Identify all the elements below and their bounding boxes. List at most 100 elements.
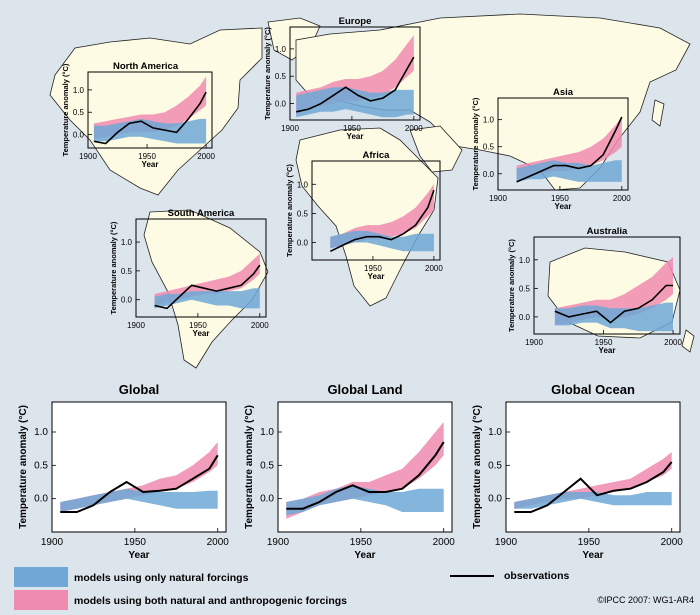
natural-band: [60, 488, 218, 512]
y-tick-label: 0.0: [121, 296, 133, 305]
y-tick-label: 1.0: [488, 427, 502, 438]
x-axis-label: Year: [193, 329, 210, 338]
x-axis-label: Year: [582, 550, 603, 561]
x-tick-label: 2000: [197, 152, 215, 161]
y-axis-label: Temperature anomaly (°C): [61, 63, 70, 156]
x-tick-label: 2000: [664, 338, 682, 347]
x-tick-label: 2000: [251, 321, 269, 330]
plot-frame: [497, 97, 629, 191]
chart-europe: 0.0 0.5 1.0 1900 1950 2000 Year Temperature ano…: [263, 16, 423, 141]
y-tick-label: 0.0: [488, 494, 502, 505]
observations-line: [554, 284, 673, 324]
y-tick-label: 0.0: [519, 313, 531, 322]
x-tick-label: 1950: [343, 124, 361, 133]
copyright-text: ©IPCC 2007: WG1-AR4: [597, 595, 694, 605]
x-tick-label: 2000: [425, 264, 443, 273]
x-tick-label: 1900: [79, 152, 97, 161]
x-axis-label: Year: [599, 346, 616, 355]
legend-anthro-swatch: [14, 590, 68, 610]
y-tick-label: 0.0: [260, 494, 274, 505]
plot-frame: [135, 218, 267, 318]
chart-title: Global: [119, 382, 159, 397]
plot-frame: [533, 236, 681, 335]
y-tick-label: 0.5: [34, 460, 48, 471]
chart-title: Europe: [339, 16, 372, 27]
x-tick-label: 1900: [495, 537, 518, 548]
landmass-arabia: [409, 125, 463, 173]
observations-line: [296, 56, 415, 113]
chart-north-america: 0.0 0.5 1.0 1900 1950 2000 Year Temperature ano…: [61, 61, 216, 169]
x-axis-label: Year: [142, 160, 159, 169]
natural-band: [296, 87, 414, 118]
x-tick-label: 2000: [207, 537, 230, 548]
y-tick-label: 0.0: [34, 494, 48, 505]
chart-australia: 0.0 0.5 1.0 1900 1950 2000 Year Temperature ano…: [507, 226, 682, 355]
y-tick-label: 0.5: [488, 460, 502, 471]
y-tick-label: 0.0: [483, 170, 495, 179]
chart-title: South America: [168, 208, 235, 219]
y-tick-label: 0.5: [73, 108, 85, 117]
x-tick-label: 1950: [189, 321, 207, 330]
legend: models using only natural forcings model…: [14, 567, 694, 610]
y-axis-label: Temperature anomaly (°C): [472, 405, 483, 529]
y-axis-label: Temperature anomaly (°C): [18, 405, 29, 529]
natural-band: [554, 302, 673, 332]
chart-title: Global Land: [327, 382, 402, 397]
x-tick-label: 1900: [41, 537, 64, 548]
chart-south-america: 0.0 0.5 1.0 1900 1950 2000 Year Temperature ano…: [109, 208, 269, 338]
x-tick-label: 2000: [433, 537, 456, 548]
y-tick-label: 1.0: [519, 256, 531, 265]
landmass-japan: [651, 99, 665, 127]
plot-frame: [311, 160, 441, 261]
natural-band: [516, 160, 622, 182]
y-tick-label: 1.0: [73, 86, 85, 95]
y-axis-label: Temperature anomaly (°C): [263, 27, 272, 120]
observations-line: [329, 189, 435, 253]
x-tick-label: 1950: [124, 537, 147, 548]
y-tick-label: 1.0: [121, 238, 133, 247]
plot-frame: [289, 26, 421, 121]
x-tick-label: 1950: [578, 537, 601, 548]
observations-line: [286, 441, 445, 510]
observations-line: [93, 91, 207, 145]
y-tick-label: 1.0: [260, 427, 274, 438]
x-tick-label: 1900: [489, 194, 507, 203]
x-tick-label: 2000: [661, 537, 684, 548]
natural-band: [154, 288, 260, 309]
x-tick-label: 2000: [405, 124, 423, 133]
natural-band: [514, 492, 672, 509]
chart-africa: 0.0 0.5 1.0 1950 2000 Year Temperature anomaly…: [285, 150, 443, 281]
observations-line: [154, 264, 261, 310]
x-tick-label: 1950: [595, 338, 613, 347]
natural-band: [286, 485, 444, 516]
y-axis-label: Temperature anomaly (°C): [244, 405, 255, 529]
x-tick-label: 1900: [281, 124, 299, 133]
natural-band: [330, 230, 434, 252]
landmass-new-zealand: [681, 329, 695, 353]
y-axis-label: Temperature anomaly (°C): [285, 164, 294, 257]
x-axis-label: Year: [128, 550, 149, 561]
landmass-north-america: [49, 27, 263, 196]
x-tick-label: 1900: [525, 338, 543, 347]
y-tick-label: 0.0: [275, 100, 287, 109]
y-tick-label: 0.0: [297, 239, 309, 248]
chart-title: Asia: [553, 87, 574, 98]
observations-line: [60, 454, 219, 513]
chart-global-ocean: 0.0 0.5 1.0 1900 1950 2000 Year Temperature ano…: [472, 382, 683, 561]
chart-asia: 0.0 0.5 1.0 1900 1950 2000 Year Temperature ano…: [471, 87, 631, 211]
y-axis-label: Temperature anomaly (°C): [471, 97, 480, 190]
chart-title: North America: [113, 61, 179, 72]
y-tick-label: 1.0: [34, 427, 48, 438]
y-axis-label: Temperature anomaly (°C): [109, 221, 118, 314]
x-tick-label: 1900: [127, 321, 145, 330]
x-axis-label: Year: [368, 272, 385, 281]
x-tick-label: 1950: [551, 194, 569, 203]
natural-band: [93, 118, 207, 144]
landmass-africa: [295, 127, 439, 307]
y-tick-label: 0.5: [275, 72, 287, 81]
chart-global: 0.0 0.5 1.0 1900 1950 2000 Year Temperature ano…: [18, 382, 229, 561]
legend-observations-label: observations: [504, 570, 570, 582]
legend-anthro-label: models using both natural and anthropoge…: [74, 595, 347, 607]
